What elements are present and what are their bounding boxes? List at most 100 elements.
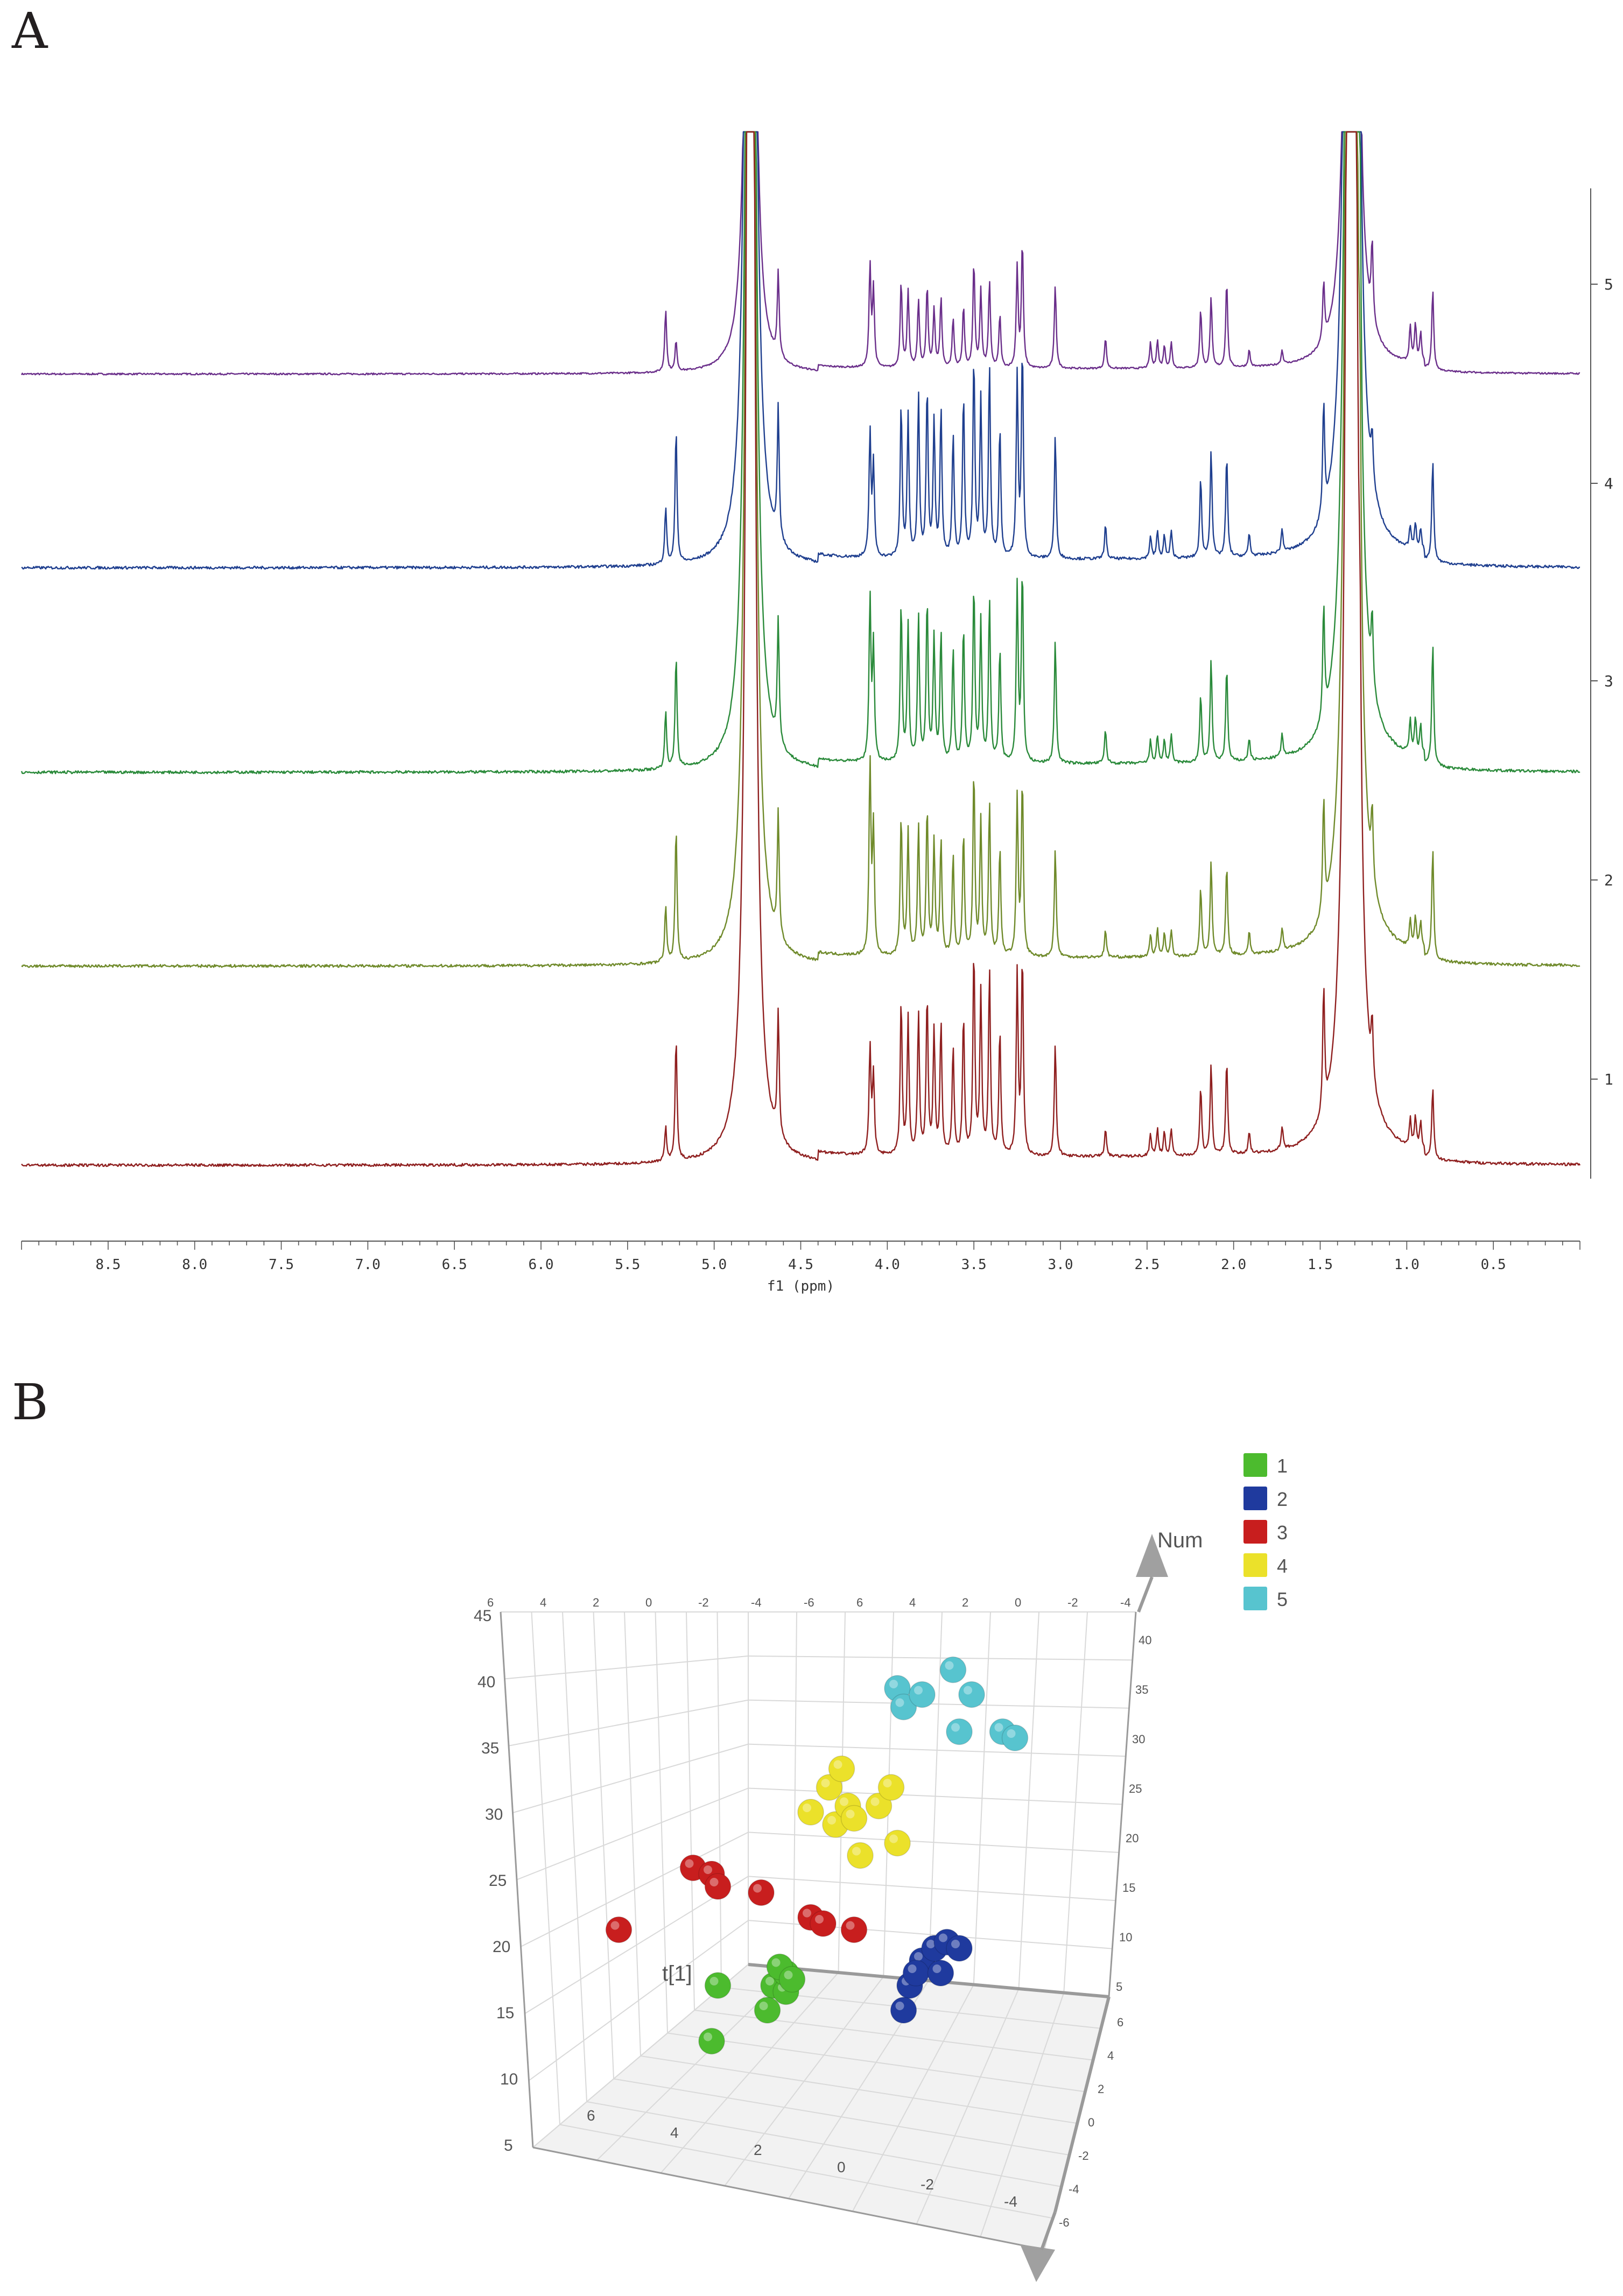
pca-grid-line bbox=[748, 1699, 1129, 1709]
pca-grid-line bbox=[748, 1655, 1133, 1661]
pca-depth-tick-label: -4 bbox=[1069, 2182, 1079, 2196]
pca-point-group-3 bbox=[810, 1910, 837, 1937]
pca-grid-line bbox=[640, 2055, 1077, 2124]
pca-point-highlight bbox=[914, 1686, 923, 1695]
pca-point-group-5 bbox=[1001, 1724, 1029, 1751]
pca-axis-line bbox=[1040, 2211, 1057, 2251]
pca-front-tick-label: 6 bbox=[587, 2107, 595, 2124]
pca-top-tick-label: -4 bbox=[1120, 1596, 1131, 1609]
trace-tick-label: 2 bbox=[1604, 871, 1613, 889]
pca-top-tick-label: 4 bbox=[909, 1596, 916, 1609]
pca-point-highlight bbox=[883, 1779, 892, 1787]
ppm-tick-label: 8.0 bbox=[182, 1257, 207, 1273]
pca-left-tick-label: 20 bbox=[493, 1938, 510, 1956]
pca-front-tick-label: -2 bbox=[921, 2176, 934, 2193]
pca-point-highlight bbox=[840, 1797, 848, 1806]
pca-point-highlight bbox=[1007, 1729, 1016, 1738]
legend-swatch-1 bbox=[1243, 1453, 1267, 1477]
pca-point-highlight bbox=[895, 1698, 904, 1707]
pca-left-tick-label: 15 bbox=[496, 2004, 514, 2022]
pca-point-highlight bbox=[833, 1760, 842, 1769]
pca-point-highlight bbox=[759, 2002, 768, 2010]
pca-point-highlight bbox=[889, 1680, 898, 1688]
pca-axis-line bbox=[1053, 1996, 1111, 2213]
pca-top-tick-label: -4 bbox=[751, 1596, 762, 1609]
pca-grid-line bbox=[852, 1984, 974, 2212]
nmr-spectra-chart: 5 4 3 2 1 8.5 8.0 7.5 7.0 6.5 6.0 5.5 5.0 4.5 4.0 3.5 3… bbox=[20, 131, 1613, 1294]
pca-right-tick-label: 10 bbox=[1119, 1931, 1132, 1944]
pca-point-highlight bbox=[704, 2032, 712, 2041]
pca-grid-line bbox=[748, 1876, 1116, 1901]
pca-axis-line bbox=[500, 1611, 534, 2148]
pca-point-group-4 bbox=[877, 1774, 905, 1801]
pca-depth-tick-label: 2 bbox=[1098, 2082, 1104, 2096]
pca-front-tick-label: 0 bbox=[837, 2159, 846, 2175]
pca-point-group-4 bbox=[847, 1842, 874, 1869]
pca-grid-line bbox=[508, 1699, 749, 1746]
pca-point-highlight bbox=[852, 1847, 861, 1856]
pca-point-group-2 bbox=[890, 1997, 917, 2024]
ppm-tick-label: 8.5 bbox=[95, 1257, 121, 1273]
spectrum-trace-3 bbox=[20, 131, 1580, 774]
legend-swatch-5 bbox=[1243, 1587, 1267, 1610]
ppm-tick-label: 2.0 bbox=[1221, 1257, 1246, 1273]
pca-grid-line bbox=[748, 1787, 1123, 1805]
pca-depth-tick-label: 4 bbox=[1107, 2049, 1114, 2062]
pca-left-tick-label: 25 bbox=[489, 1872, 507, 1890]
ppm-tick-label: 1.5 bbox=[1308, 1257, 1333, 1273]
pca-axis-line bbox=[532, 2146, 1045, 2251]
pca-points bbox=[605, 1656, 1029, 2055]
pca-point-group-4 bbox=[884, 1829, 911, 1857]
trace-tick-label: 1 bbox=[1604, 1070, 1613, 1088]
pca-grid-line bbox=[516, 1787, 749, 1881]
pca-point-highlight bbox=[610, 1921, 620, 1930]
pca-top-tick-label: -2 bbox=[1067, 1596, 1078, 1609]
pca-point-highlight bbox=[704, 1865, 712, 1874]
pca-point-highlight bbox=[803, 1908, 811, 1918]
ppm-tick-label: 4.5 bbox=[788, 1257, 813, 1273]
ppm-axis-title: f1 (ppm) bbox=[767, 1278, 834, 1294]
pca-grid-line bbox=[748, 1832, 1119, 1853]
pca-legend: 1 2 3 4 5 bbox=[1243, 1453, 1288, 1610]
trace-index-axis: 5 4 3 2 1 bbox=[1590, 188, 1613, 1179]
pca-right-tick-label: 35 bbox=[1135, 1683, 1148, 1696]
pca-point-group-2 bbox=[902, 1960, 930, 1987]
pca-left-tick-label: 45 bbox=[474, 1607, 491, 1625]
pca-left-tick-label: 40 bbox=[477, 1673, 495, 1691]
ppm-tick-label: 5.5 bbox=[615, 1257, 640, 1273]
panel-b-label: B bbox=[12, 1374, 48, 1431]
pca-point-highlight bbox=[846, 1921, 855, 1930]
pca-point-highlight bbox=[951, 1723, 960, 1732]
legend-label: 4 bbox=[1277, 1555, 1288, 1577]
pca-grid-line bbox=[504, 1655, 749, 1680]
pca-point-highlight bbox=[908, 1964, 917, 1973]
pca-point-group-5 bbox=[958, 1681, 985, 1708]
pca-grid bbox=[500, 1611, 1136, 2250]
pca-top-tick-label: -2 bbox=[698, 1596, 709, 1609]
legend-label: 3 bbox=[1277, 1522, 1288, 1544]
ppm-tick-label: 6.5 bbox=[442, 1257, 467, 1273]
pca-grid-line bbox=[980, 1992, 1065, 2237]
ppm-tick-label: 6.0 bbox=[529, 1257, 554, 1273]
ppm-tick-label: 3.5 bbox=[961, 1257, 987, 1273]
pca-point-highlight bbox=[765, 1977, 774, 1985]
pca-point-highlight bbox=[803, 1804, 811, 1812]
pca-top-tick-label: 2 bbox=[593, 1596, 599, 1609]
legend-label: 2 bbox=[1277, 1488, 1288, 1510]
pca-top-tick-label: 6 bbox=[487, 1596, 494, 1609]
pca-left-tick-label: 5 bbox=[504, 2137, 513, 2154]
pca-right-tick-label: 15 bbox=[1122, 1881, 1135, 1894]
pca-point-highlight bbox=[945, 1661, 954, 1670]
pca-left-tick-label: 35 bbox=[481, 1739, 499, 1757]
pca-point-highlight bbox=[771, 1958, 781, 1967]
pca-point-highlight bbox=[889, 1834, 898, 1843]
ppm-tick-label: 5.0 bbox=[701, 1257, 727, 1273]
pca-point-highlight bbox=[964, 1686, 972, 1695]
pca-grid-line bbox=[521, 1832, 749, 1947]
pca-point-highlight bbox=[846, 1809, 855, 1819]
pca-front-tick-label: 4 bbox=[670, 2124, 679, 2141]
pca-point-highlight bbox=[827, 1816, 836, 1825]
pca-point-group-4 bbox=[828, 1755, 855, 1783]
ppm-tick-label: 1.0 bbox=[1394, 1257, 1420, 1273]
